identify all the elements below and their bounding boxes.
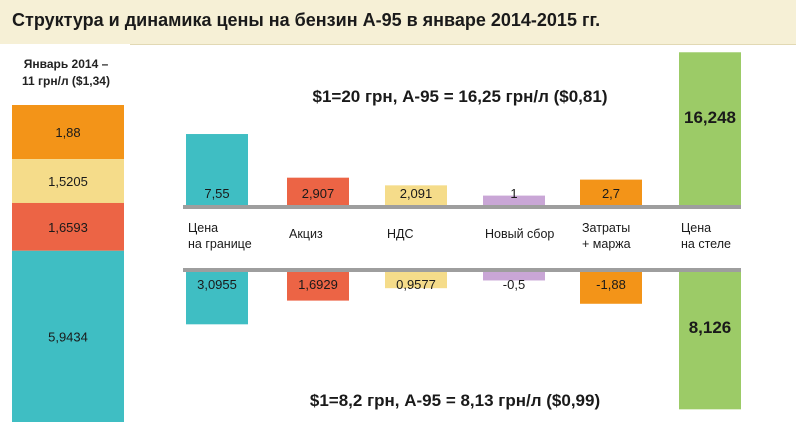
bottom-bar-5: [580, 272, 642, 304]
bottom-bar-label-5: -1,88: [596, 277, 626, 292]
january-2015-bars: 7,55 2,907 2,091 1 2,7 16,248: [186, 52, 741, 205]
top-bar-label-5: 2,7: [602, 186, 620, 201]
top-bar-1: [186, 134, 248, 205]
stack-segment-1: [12, 105, 124, 160]
january-2014-bars: 3,0955 1,6929 0,9577 -0,5 -1,88 8,126: [186, 272, 741, 410]
bottom-bar-2: [287, 272, 349, 301]
bottom-bar-label-1: 3,0955: [197, 277, 237, 292]
stack-segment-3: [12, 202, 124, 251]
bottom-bar-label-4: -0,5: [503, 277, 525, 292]
bottom-bar-label-6: 8,126: [689, 318, 732, 337]
january-2014-header-line2: 11 грн/л ($1,34): [22, 74, 110, 88]
bottom-exchange-note: $1=8,2 грн, А-95 = 8,13 грн/л ($0,99): [310, 391, 600, 410]
top-bar-label-4: 1: [510, 186, 517, 201]
top-bar-4: [483, 195, 545, 205]
category-label-2: Акциз: [289, 227, 323, 241]
top-bar-6: [679, 52, 741, 205]
stack-segment-2: [12, 159, 124, 203]
stack-segment-label-1: 1,88: [55, 125, 80, 140]
bottom-bar-label-3: 0,9577: [396, 277, 436, 292]
category-label-3: НДС: [387, 227, 414, 241]
category-label-5: Затраты + маржа: [582, 221, 631, 251]
january-2014-header-line1: Январь 2014 –: [23, 57, 109, 71]
title-bar: Структура и динамика цены на бензин А-95…: [0, 0, 796, 45]
top-exchange-note: $1=20 грн, А-95 = 16,25 грн/л ($0,81): [313, 87, 608, 106]
top-bar-label-1: 7,55: [204, 186, 229, 201]
bottom-bar-1: [186, 272, 248, 325]
bottom-bar-label-2: 1,6929: [298, 277, 338, 292]
category-label-4: Новый сбор: [485, 227, 554, 241]
top-bar-label-3: 2,091: [400, 186, 433, 201]
top-bar-3: [385, 185, 447, 205]
top-bar-label-2: 2,907: [302, 186, 335, 201]
top-bar-label-6: 16,248: [684, 108, 736, 127]
bottom-bar-4: [483, 272, 545, 281]
bottom-bar-6: [679, 272, 741, 410]
january-2014-stacked-bar: 1,88 1,5205 1,6593 5,9434: [12, 105, 124, 422]
chart-title: Структура и динамика цены на бензин А-95…: [12, 10, 601, 30]
category-labels: Цена на границе Акциз НДС Новый сбор Затраты +…: [188, 221, 731, 251]
category-label-6: Цена на стеле: [681, 221, 731, 251]
bottom-bar-3: [385, 272, 447, 289]
stack-segment-label-3: 1,6593: [48, 220, 88, 235]
category-label-1: Цена на границе: [188, 221, 252, 251]
axis-lines: [183, 205, 741, 272]
stack-segment-label-4: 5,9434: [48, 329, 88, 344]
stack-segment-label-2: 1,5205: [48, 174, 88, 189]
top-bar-2: [287, 177, 349, 205]
january-2014-header: Январь 2014 – 11 грн/л ($1,34): [6, 56, 126, 90]
stack-segment-4: [12, 250, 124, 422]
top-bar-5: [580, 179, 642, 205]
